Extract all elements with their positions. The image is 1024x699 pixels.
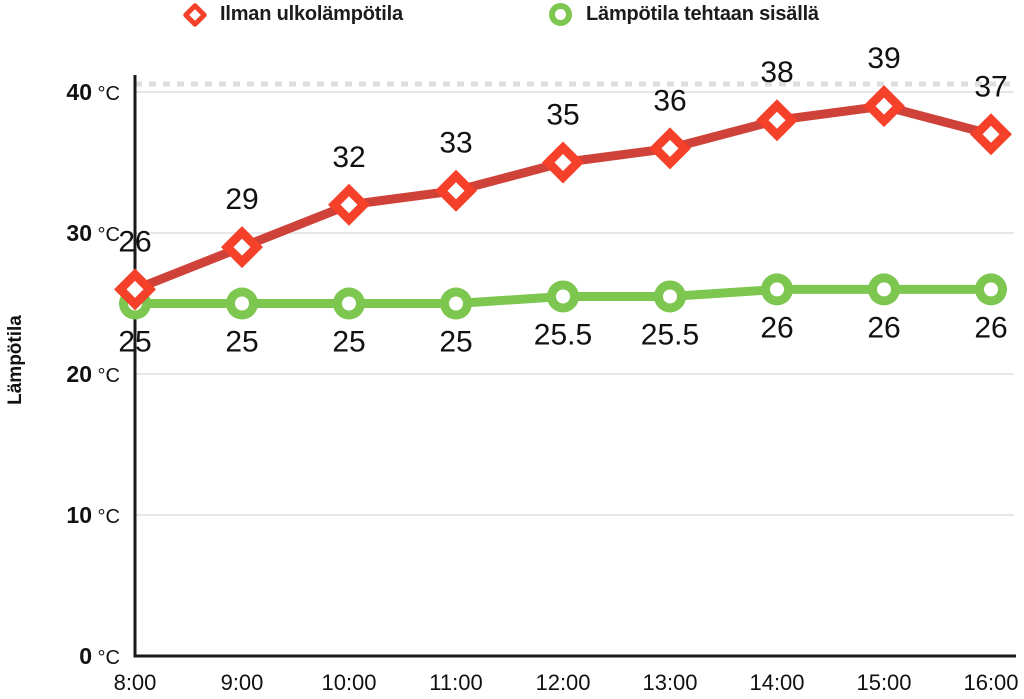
marker-hole xyxy=(449,296,463,311)
legend-item-factory-temperature: Lämpötila tehtaan sisällä xyxy=(549,3,819,26)
circle-marker-icon xyxy=(549,3,572,26)
marker-hole xyxy=(661,139,679,157)
y-tick-label: 0 °C xyxy=(79,643,120,669)
x-tick-label: 10:00 xyxy=(321,670,376,695)
data-point-label: 25 xyxy=(332,326,365,359)
x-tick-label: 14:00 xyxy=(749,670,804,695)
data-point-label: 36 xyxy=(653,84,686,117)
marker-hole xyxy=(875,97,893,115)
data-point-label: 25 xyxy=(225,326,258,359)
marker-hole xyxy=(663,289,677,304)
series-circle: 25 25 25 25 25.5 25.5 26 26 26 xyxy=(118,273,1008,359)
data-point-label: 25.5 xyxy=(534,318,592,351)
data-point-label: 37 xyxy=(974,70,1007,103)
data-point-label: 25 xyxy=(439,326,472,359)
x-tick-label: 16:00 xyxy=(963,670,1018,695)
y-tick-label: 10 °C xyxy=(66,502,120,528)
y-axis-title: Lämpötila xyxy=(5,315,26,405)
data-point-label: 29 xyxy=(225,183,258,216)
marker-hole xyxy=(235,296,249,311)
marker-hole xyxy=(556,289,570,304)
data-point-label: 26 xyxy=(974,311,1007,344)
marker-hole xyxy=(340,196,358,214)
x-tick-label: 8:00 xyxy=(114,670,157,695)
data-point-label: 26 xyxy=(118,225,151,258)
marker-hole xyxy=(770,282,784,297)
x-tick-label: 12:00 xyxy=(535,670,590,695)
marker-hole xyxy=(877,282,891,297)
marker-hole xyxy=(126,280,144,298)
data-point-label: 26 xyxy=(867,311,900,344)
marker-hole xyxy=(447,182,465,200)
data-point-label: 25.5 xyxy=(641,318,699,351)
data-point-label: 32 xyxy=(332,141,365,174)
marker-hole xyxy=(982,125,1000,143)
diamond-marker-icon xyxy=(182,1,208,28)
marker-hole xyxy=(984,282,998,297)
data-point-label: 26 xyxy=(760,311,793,344)
series-diamond: 26 29 32 33 35 36 38 39 37 xyxy=(114,42,1012,311)
x-tick-label: 11:00 xyxy=(429,670,482,695)
marker-hole xyxy=(768,111,786,129)
x-tick-label: 13:00 xyxy=(642,670,697,695)
marker-hole xyxy=(233,238,251,256)
marker-hole xyxy=(554,154,572,171)
chart-legend: Ilman ulkolämpötila Lämpötila tehtaan si… xyxy=(0,0,1024,34)
x-tick-label: 15:00 xyxy=(856,670,911,695)
x-tick-label: 9:00 xyxy=(221,670,264,695)
data-point-label: 39 xyxy=(867,42,900,75)
y-tick-label: 40 °C xyxy=(66,79,120,105)
data-point-label: 38 xyxy=(760,56,793,89)
marker-hole xyxy=(342,296,356,311)
legend-item-outdoor-temperature: Ilman ulkolämpötila xyxy=(182,1,403,28)
data-point-label: 25 xyxy=(118,326,151,359)
legend-label-outdoor: Ilman ulkolämpötila xyxy=(220,3,403,25)
data-point-label: 35 xyxy=(546,99,579,132)
legend-label-factory: Lämpötila tehtaan sisällä xyxy=(586,3,819,25)
data-point-label: 33 xyxy=(439,127,472,160)
y-tick-label: 20 °C xyxy=(66,361,120,387)
series-line xyxy=(130,101,996,294)
y-tick-label: 30 °C xyxy=(66,220,120,246)
